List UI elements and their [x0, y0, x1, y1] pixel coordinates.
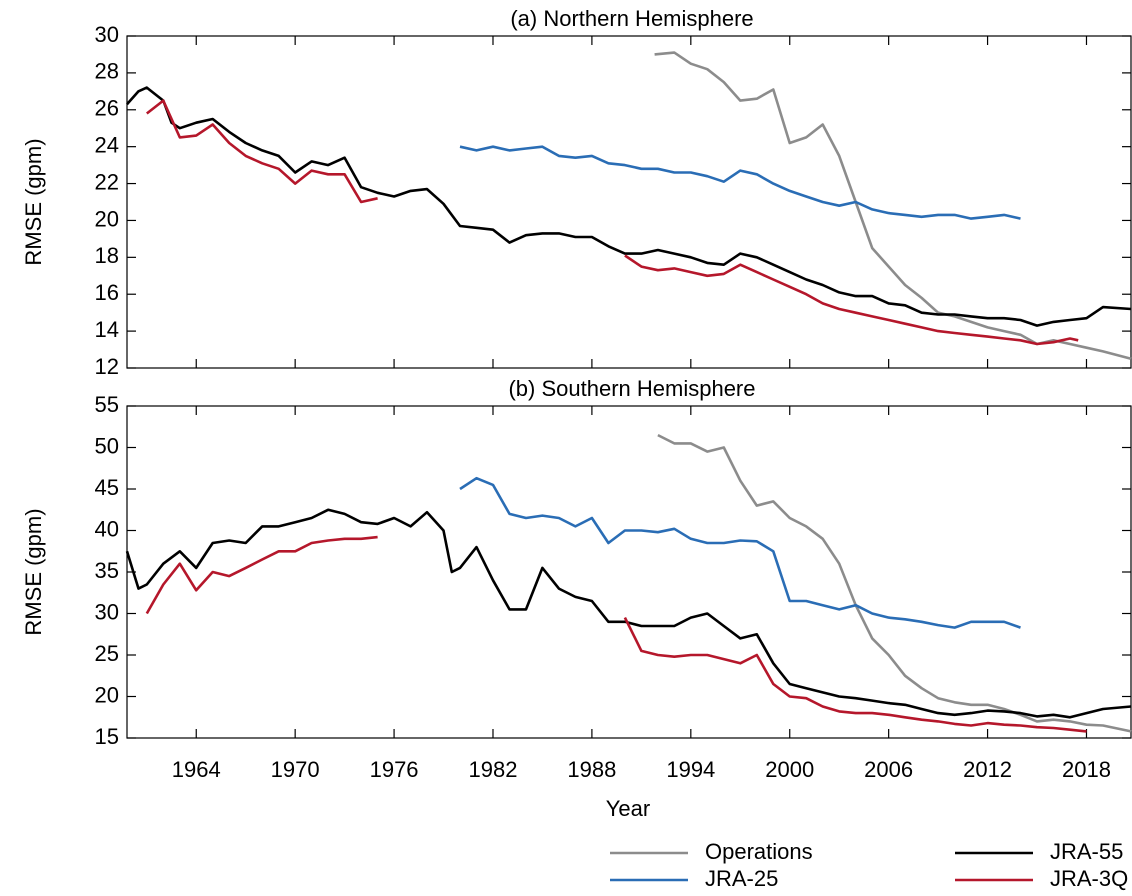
data-line — [126, 86, 1132, 327]
y-tick-label: 25 — [95, 641, 119, 666]
data-line — [145, 535, 1087, 733]
plot-frame — [126, 405, 1132, 739]
y-tick-label: 15 — [95, 724, 119, 749]
x-tick-label: 1988 — [567, 757, 616, 782]
data-line — [654, 51, 1132, 361]
x-axis-label: Year — [606, 796, 650, 821]
panel-title: (a) Northern Hemisphere — [510, 6, 753, 31]
y-axis-label: RMSE (gpm) — [21, 508, 46, 635]
x-tick-label: 2018 — [1062, 757, 1111, 782]
y-tick-label: 20 — [95, 206, 119, 231]
y-tick-label: 50 — [95, 433, 119, 458]
y-tick-label: 55 — [95, 392, 119, 417]
y-tick-label: 24 — [95, 132, 119, 157]
x-tick-label: 1964 — [172, 757, 221, 782]
y-tick-label: 35 — [95, 558, 119, 583]
data-line — [145, 99, 1079, 346]
legend-label: JRA-55 — [1050, 839, 1123, 864]
x-tick-label: 1982 — [469, 757, 518, 782]
y-tick-label: 45 — [95, 475, 119, 500]
x-tick-label: 1976 — [370, 757, 419, 782]
legend-label: Operations — [705, 839, 813, 864]
plot-frame — [126, 35, 1132, 369]
y-tick-label: 18 — [95, 243, 119, 268]
y-axis-label: RMSE (gpm) — [21, 138, 46, 265]
data-line — [125, 508, 1132, 719]
y-tick-label: 26 — [95, 96, 119, 121]
y-tick-label: 14 — [95, 317, 119, 342]
y-tick-label: 22 — [95, 169, 119, 194]
data-line — [657, 433, 1132, 733]
y-tick-label: 30 — [95, 22, 119, 47]
y-tick-label: 40 — [95, 516, 119, 541]
data-line — [459, 476, 1021, 629]
legend-label: JRA-3Q — [1050, 866, 1128, 891]
data-line — [459, 145, 1021, 220]
y-tick-label: 12 — [95, 354, 119, 379]
x-tick-label: 2012 — [963, 757, 1012, 782]
y-tick-label: 30 — [95, 599, 119, 624]
y-tick-label: 28 — [95, 59, 119, 84]
panel-title: (b) Southern Hemisphere — [508, 376, 755, 401]
legend-label: JRA-25 — [705, 866, 778, 891]
x-tick-label: 1994 — [666, 757, 715, 782]
y-tick-label: 16 — [95, 280, 119, 305]
x-tick-label: 1970 — [271, 757, 320, 782]
x-tick-label: 2000 — [765, 757, 814, 782]
y-tick-label: 20 — [95, 682, 119, 707]
x-tick-label: 2006 — [864, 757, 913, 782]
